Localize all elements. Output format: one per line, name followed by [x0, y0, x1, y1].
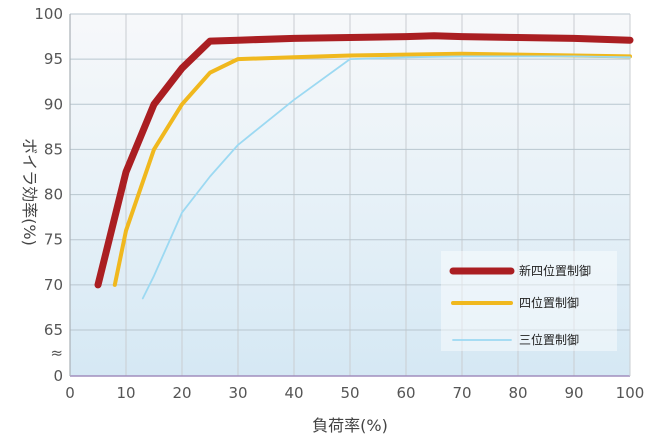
x-tick-label: 100	[616, 384, 645, 402]
y-tick-label: 100	[34, 5, 63, 23]
y-axis-title: ボイラ効率(%)	[20, 138, 39, 246]
series-layer	[94, 32, 634, 300]
x-tick-label: 20	[172, 384, 191, 402]
x-tick-label: 30	[228, 384, 247, 402]
x-tick-label: 10	[116, 384, 135, 402]
legend-label-1: 新四位置制御	[519, 263, 591, 278]
legend-label-3: 三位置制御	[519, 332, 579, 347]
legend-label-2: 四位置制御	[519, 295, 579, 310]
x-tick-label: 80	[508, 384, 527, 402]
series-line-2	[112, 51, 632, 287]
y-tick-label: 65	[44, 321, 63, 339]
y-tick-label-zero: 0	[53, 367, 63, 385]
x-tick-label: 90	[564, 384, 583, 402]
x-tick-label: 40	[284, 384, 303, 402]
y-tick-label: 95	[44, 50, 63, 68]
series-line-3	[141, 55, 631, 300]
y-tick-label: 75	[44, 231, 63, 249]
axis-break-symbol: ≈	[50, 344, 63, 362]
x-tick-label: 70	[452, 384, 471, 402]
x-axis-title: 負荷率(%)	[312, 416, 388, 435]
x-tick-label: 0	[65, 384, 75, 402]
x-tick-label: 60	[396, 384, 415, 402]
y-tick-label: 90	[44, 95, 63, 113]
y-tick-label: 85	[44, 140, 63, 158]
tick-labels: 65 70 75 80 85 90 95 100 0 ≈0 10 20 30 40 50 60 70 80 90 10…	[34, 5, 644, 402]
y-tick-label: 80	[44, 186, 63, 204]
axes	[69, 14, 631, 376]
y-tick-label: 70	[44, 276, 63, 294]
x-tick-label: 50	[340, 384, 359, 402]
series-line-1	[94, 32, 634, 289]
